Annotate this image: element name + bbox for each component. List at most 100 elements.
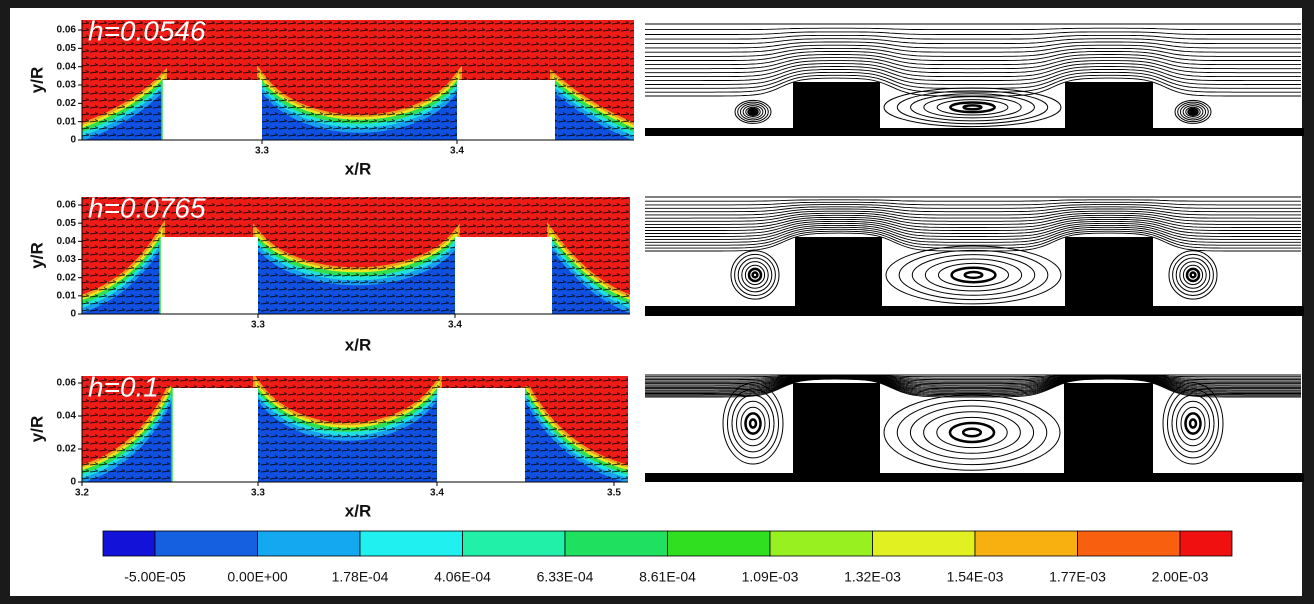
colorbar-label: 1.78E-04 [332,569,389,585]
streamline [645,69,1301,85]
vortex-ring [1189,109,1197,115]
x-tick-label: 3.2 [75,488,89,499]
vortex-ring [896,90,1049,125]
streamline [645,47,1301,57]
streamline [645,375,1301,382]
vortex-ring [1172,253,1214,296]
y-tick-label: 0.05 [57,43,77,54]
colorbar-cell [872,530,976,557]
block [1065,82,1153,128]
colorbar-label: -5.00E-05 [124,569,186,585]
vortex-ring [747,267,763,283]
streamline [645,378,1301,394]
colorbar-cell [359,530,463,557]
x-tick-label: 3.3 [251,488,265,499]
streamline [645,376,1301,387]
colorbar-label: 1.54E-03 [947,569,1004,585]
vortex-ring [923,411,1021,454]
streamline [645,204,1301,209]
colorbar-cell [257,530,361,557]
y-tick-label: 0 [70,477,76,488]
colorbar-label: 4.06E-04 [434,569,491,585]
colorbar-cell [102,530,156,557]
vortex-ring [742,105,764,119]
x-axis-label: x/R [345,501,371,520]
colorbar-cell [769,530,873,557]
vortex-ring [936,416,1008,449]
y-axis-label: y/R [27,242,46,268]
vortex-ring [1179,261,1207,289]
panel-label: h=0.0765 [88,192,206,223]
vortex-ring [1176,400,1210,447]
vortex-ring [1187,107,1199,117]
vortex-ring [1171,394,1215,453]
block [793,383,880,473]
vortex-ring [949,101,996,114]
streamline [645,230,1301,249]
y-tick-label: 0.02 [57,98,77,109]
vortex-ring [734,99,772,124]
y-tick-label: 0.05 [57,218,77,229]
streamline [645,208,1301,216]
x-axis-label: x/R [345,335,371,354]
x-tick-label: 3.5 [607,488,621,499]
x-tick-label: 3.4 [430,488,444,499]
vortex-ring [727,388,779,459]
streamline [645,214,1301,225]
streamline [645,41,1301,49]
colorbar-cell [154,530,258,557]
vortex-ring [737,101,769,123]
ground [645,473,1304,482]
vortex-ring [1182,105,1204,119]
block [437,388,525,482]
y-tick-label: 0.04 [57,411,77,422]
streamline [645,375,1301,383]
colorbar-cell [1179,530,1233,557]
x-tick-label: 3.3 [251,320,265,331]
streamline [645,66,1301,82]
y-tick-label: 0.02 [57,444,77,455]
vortex-ring [751,271,759,279]
streamline [645,374,1301,378]
vortex-ring [1174,99,1212,124]
vortex-ring [950,266,997,284]
contour-plot [82,20,634,140]
streamline [645,376,1301,386]
streamline [645,220,1301,234]
colorbar-label: 2.00E-03 [1152,569,1209,585]
streamline [645,377,1301,390]
vortex-ring [730,250,780,300]
ground [645,128,1304,136]
colorbar-cell [564,530,668,557]
y-tick-label: 0.06 [57,378,77,389]
vortex-ring [1162,382,1224,465]
block [160,237,258,314]
streamline [645,224,1301,240]
streamline [645,201,1301,206]
vortex-ring [744,412,762,435]
streamline [645,77,1301,97]
streamline [645,378,1301,398]
colorbar-cell [1077,530,1181,557]
vortex-ring [741,261,769,289]
block [457,80,555,140]
vortex-ring [923,96,1022,119]
streamline [645,74,1301,93]
y-tick-label: 0.06 [57,25,77,36]
y-tick-label: 0 [70,309,76,320]
streamline [645,212,1301,222]
streamline [645,31,1301,35]
streamline [645,375,1301,379]
vortex-ring [963,270,984,280]
vortex-ring [1177,101,1209,123]
vortex-ring [737,257,773,293]
block [1064,383,1153,473]
vortex-ring [898,249,1049,301]
vortex-ring [722,382,784,465]
block [793,82,880,128]
panel-label: h=0.1 [88,371,159,402]
vortex-ring [734,253,776,296]
streamline [645,226,1301,243]
streamline [645,34,1301,40]
